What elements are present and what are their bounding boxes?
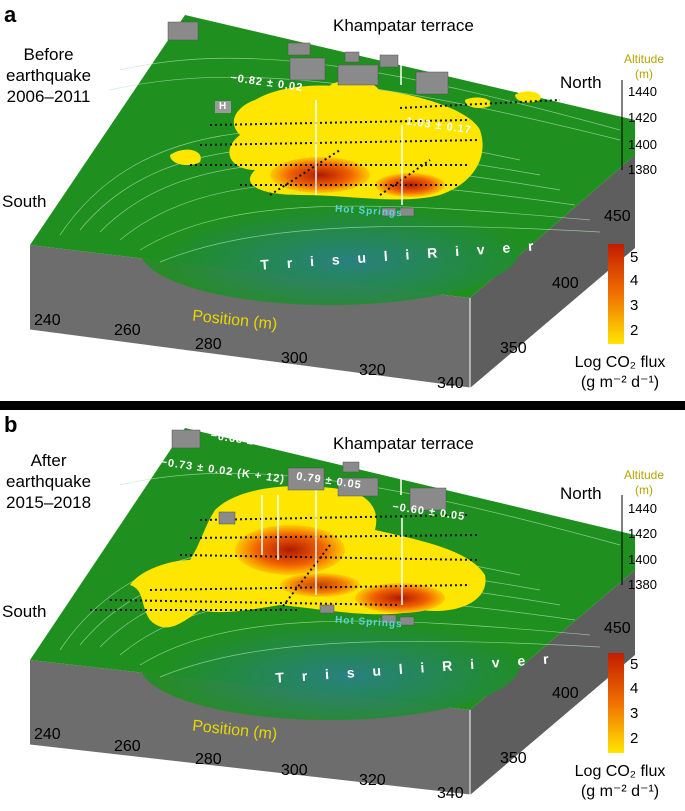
legend-colorbar — [608, 244, 624, 344]
co2-hotspot — [355, 583, 445, 613]
valley — [140, 610, 520, 720]
altitude-axis-title: Altitude (m) — [624, 52, 664, 82]
co2-hotspot — [280, 573, 360, 597]
co2-hotspot — [235, 525, 345, 575]
legend-title-line2: (g m⁻² d⁻¹) — [580, 374, 660, 391]
altitude-axis-title: Altitude (m) — [624, 468, 664, 498]
panel-a: a Before earthquake 2006–2011 Khampatar … — [0, 0, 685, 401]
period-line3: 2006–2011 — [6, 87, 91, 106]
legend-colorbar — [608, 653, 624, 753]
y-tick: 350 — [500, 750, 527, 767]
position-tick: 240 — [34, 312, 61, 329]
measurement-points — [190, 99, 561, 196]
position-tick: 320 — [359, 362, 386, 379]
map-3d-surface — [29, 15, 635, 389]
panel-letter: a — [4, 2, 17, 27]
panel-b: b After earthquake 2015–2018 Khampatar t… — [0, 410, 685, 811]
position-tick: 300 — [281, 762, 308, 779]
co2-flux-patch — [170, 149, 201, 166]
position-tick: 300 — [281, 350, 308, 367]
south-label: South — [2, 602, 47, 621]
terrain-base-left — [30, 660, 470, 795]
altitude-tick: 1380 — [628, 162, 657, 177]
period-line3: 2015–2018 — [6, 493, 92, 512]
position-tick: 280 — [195, 336, 222, 353]
altitude-tick: 1400 — [628, 137, 657, 152]
legend-tick: 4 — [630, 272, 639, 289]
altitude-tick: 1420 — [628, 110, 657, 125]
position-tick: 320 — [359, 772, 386, 789]
period-line1: Before — [23, 45, 74, 64]
terrain-base-right — [470, 155, 635, 388]
buildings — [171, 429, 447, 626]
south-label: South — [2, 192, 47, 211]
legend-tick: 3 — [630, 705, 639, 722]
position-tick: 240 — [34, 726, 61, 743]
altitude-title-line1: Altitude — [624, 52, 665, 66]
measurement-points — [90, 514, 481, 611]
y-tick: 400 — [552, 685, 579, 702]
period-label: After earthquake 2015–2018 — [6, 450, 91, 513]
position-tick: 260 — [114, 322, 141, 339]
altitude-title-line2: (m) — [635, 483, 654, 497]
panel-letter: b — [4, 412, 18, 437]
legend-title-line1: Log CO₂ flux — [574, 354, 666, 371]
period-line2: earthquake — [6, 472, 92, 491]
terrace-label: Khampatar terrace — [333, 16, 474, 35]
north-label: North — [560, 73, 602, 92]
y-tick: 450 — [604, 208, 631, 225]
position-tick: 340 — [437, 375, 464, 392]
y-tick: 450 — [604, 620, 631, 637]
position-tick: 340 — [437, 785, 464, 802]
period-label: Before earthquake 2006–2011 — [6, 44, 91, 107]
legend-tick: 5 — [630, 249, 639, 266]
map-3d-surface — [29, 428, 635, 796]
altitude-tick: 1380 — [628, 577, 657, 592]
terrain-base-right — [470, 570, 635, 795]
altitude-tick: 1440 — [628, 84, 657, 99]
legend-title-line1: Log CO₂ flux — [574, 763, 666, 780]
altitude-tick: 1440 — [628, 501, 657, 516]
valley — [140, 195, 520, 305]
legend-tick: 4 — [630, 680, 639, 697]
terrain-base-left — [30, 245, 470, 388]
legend-tick: 3 — [630, 297, 639, 314]
legend-title: Log CO₂ flux (g m⁻² d⁻¹) — [560, 353, 680, 393]
co2-hotspot — [270, 157, 370, 193]
buildings — [167, 21, 449, 217]
period-line2: earthquake — [6, 66, 92, 85]
legend-tick: 5 — [630, 656, 639, 673]
helipad — [215, 101, 231, 113]
legend-tick: 2 — [630, 730, 639, 747]
y-tick: 400 — [552, 275, 579, 292]
position-tick: 260 — [114, 738, 141, 755]
altitude-tick: 1400 — [628, 552, 657, 567]
y-tick: 350 — [500, 340, 527, 357]
altitude-tick: 1420 — [628, 526, 657, 541]
position-tick: 280 — [195, 751, 222, 768]
altitude-title-line1: Altitude — [624, 468, 665, 482]
co2-flux-patch — [515, 91, 541, 103]
north-label: North — [560, 484, 602, 503]
helipad-label: H — [219, 101, 227, 112]
altitude-title-line2: (m) — [635, 67, 654, 81]
terrace-label: Khampatar terrace — [333, 434, 474, 453]
legend-title: Log CO₂ flux (g m⁻² d⁻¹) — [560, 762, 680, 802]
legend-title-line2: (g m⁻² d⁻¹) — [580, 783, 660, 800]
period-line1: After — [30, 451, 67, 470]
legend-tick: 2 — [630, 322, 639, 339]
